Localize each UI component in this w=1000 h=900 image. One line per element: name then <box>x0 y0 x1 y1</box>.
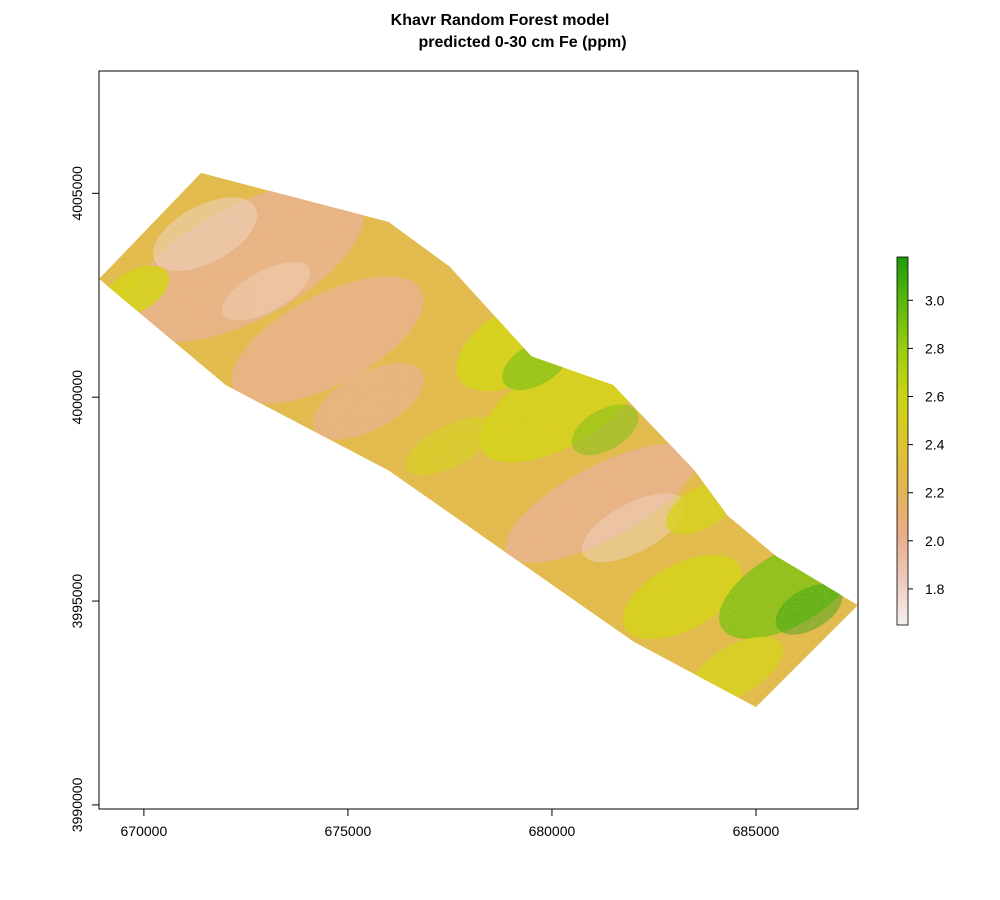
legend-tick-label: 2.4 <box>925 437 945 453</box>
title-line-2: predicted 0-30 cm Fe (ppm) <box>418 34 627 51</box>
raster-texture-dark <box>99 172 858 708</box>
y-tick-label: 4005000 <box>69 166 85 221</box>
color-legend: 1.8 2.0 2.2 2.4 2.6 2.8 3.0 <box>896 256 945 626</box>
y-tick-label: 3990000 <box>69 777 85 832</box>
y-tick-label: 3995000 <box>69 574 85 629</box>
legend-tick-label: 2.6 <box>925 389 945 405</box>
map-title: Khavr Random Forest model predicted 0-30… <box>0 10 1000 54</box>
x-tick-label: 685000 <box>733 823 780 839</box>
legend-colorbar <box>896 256 909 626</box>
x-tick-label: 670000 <box>121 823 168 839</box>
legend-tick-label: 2.0 <box>925 533 945 549</box>
legend-tick-label: 2.8 <box>925 340 945 356</box>
legend-tick-label: 1.8 <box>925 581 945 597</box>
y-axis: 3990000 3995000 4000000 4005000 <box>69 166 100 832</box>
x-axis: 670000 675000 680000 685000 <box>121 808 780 839</box>
x-tick-label: 680000 <box>529 823 576 839</box>
y-tick-label: 4000000 <box>69 370 85 425</box>
raster-layer <box>99 172 858 708</box>
x-tick-label: 675000 <box>325 823 372 839</box>
legend-tick-label: 2.2 <box>925 485 945 501</box>
legend-tick-label: 3.0 <box>925 292 945 308</box>
title-line-1: Khavr Random Forest model <box>390 12 610 29</box>
